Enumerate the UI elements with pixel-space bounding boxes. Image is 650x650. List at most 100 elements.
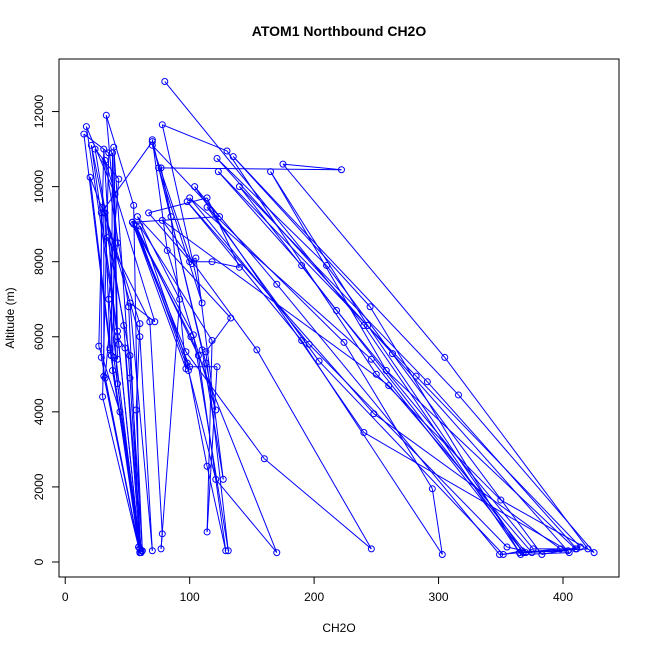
data-point: [182, 365, 190, 373]
data-point: [105, 295, 113, 303]
data-point: [132, 222, 140, 230]
data-point: [412, 372, 420, 380]
data-point: [423, 378, 431, 386]
data-point: [519, 549, 527, 557]
data-point: [213, 154, 221, 162]
series-segment: [112, 194, 116, 371]
series-segment: [113, 147, 118, 337]
data-point: [100, 209, 108, 217]
data-point: [145, 209, 153, 217]
series-segment: [326, 265, 543, 555]
data-point: [113, 355, 121, 363]
data-point: [496, 550, 504, 558]
data-point: [503, 543, 511, 551]
data-point: [194, 352, 202, 360]
data-point: [167, 213, 175, 221]
data-point: [148, 138, 156, 146]
data-point: [116, 408, 124, 416]
series-segment: [148, 197, 208, 214]
data-point: [253, 346, 261, 354]
data-point: [97, 353, 105, 361]
series-segment: [162, 124, 228, 152]
data-point: [305, 340, 313, 348]
data-point: [224, 547, 232, 555]
data-point: [151, 318, 159, 326]
series-segment: [270, 171, 369, 326]
data-point: [389, 350, 397, 358]
series-segment: [105, 115, 135, 206]
data-point: [100, 372, 108, 380]
y-tick-label: 10000: [32, 170, 46, 204]
chart-title: ATOM1 Northbound CH2O: [252, 23, 427, 39]
data-point: [367, 545, 375, 553]
data-point: [157, 545, 165, 553]
data-point: [528, 549, 536, 557]
data-point: [158, 216, 166, 224]
data-point: [454, 391, 462, 399]
data-point: [298, 261, 306, 269]
data-point: [101, 374, 109, 382]
series-segment: [186, 362, 208, 467]
y-tick-label: 8000: [32, 248, 46, 275]
series-segment: [94, 149, 125, 326]
data-point: [198, 299, 206, 307]
series-segment: [133, 205, 141, 553]
data-point: [323, 261, 331, 269]
data-point: [364, 322, 372, 330]
data-point: [428, 485, 436, 493]
data-point: [126, 299, 134, 307]
data-point: [202, 359, 210, 367]
data-point: [113, 380, 121, 388]
series-segment: [113, 147, 131, 379]
series-segment: [195, 257, 224, 480]
series-segment: [161, 220, 390, 386]
y-tick-label: 12000: [32, 95, 46, 129]
data-point: [192, 254, 200, 262]
data-point: [132, 406, 140, 414]
data-point: [128, 218, 136, 226]
series-segment: [216, 158, 327, 266]
data-point: [360, 428, 368, 436]
data-point: [590, 549, 598, 557]
series-segment: [124, 347, 141, 549]
data-point: [136, 320, 144, 328]
series-segment: [205, 317, 232, 353]
data-point: [438, 550, 446, 558]
data-point: [279, 160, 287, 168]
data-point: [191, 183, 199, 191]
data-point: [370, 410, 378, 418]
data-point: [340, 338, 348, 346]
series-segment: [264, 458, 372, 550]
series-segment: [239, 186, 428, 383]
series-segment: [135, 409, 143, 551]
data-point: [202, 348, 210, 356]
x-tick-label: 400: [553, 590, 573, 604]
data-point: [113, 239, 121, 247]
data-point: [214, 168, 222, 176]
data-point: [130, 201, 138, 209]
y-axis: 0 2000 4000 6000 8000 10000 12000: [32, 95, 60, 565]
series-segment: [276, 283, 500, 555]
data-point: [109, 149, 117, 157]
data-point: [133, 213, 141, 221]
series-segment: [131, 222, 191, 367]
data-point: [105, 149, 113, 157]
series-segment: [282, 163, 446, 358]
data-point: [203, 203, 211, 211]
data-point: [222, 547, 230, 555]
data-point: [260, 455, 268, 463]
data-point: [441, 353, 449, 361]
series-lines: [83, 81, 595, 555]
series-segment: [90, 145, 106, 213]
series-segment: [256, 349, 372, 550]
data-point: [223, 147, 231, 155]
series-segment: [282, 163, 342, 171]
data-point: [385, 382, 393, 390]
data-point: [366, 303, 374, 311]
data-point: [120, 322, 128, 330]
series-segment: [161, 124, 203, 304]
x-tick-label: 200: [304, 590, 324, 604]
series-segment: [158, 167, 342, 171]
series-segment: [392, 353, 570, 553]
x-axis: 0 100 200 300 400: [62, 576, 573, 604]
